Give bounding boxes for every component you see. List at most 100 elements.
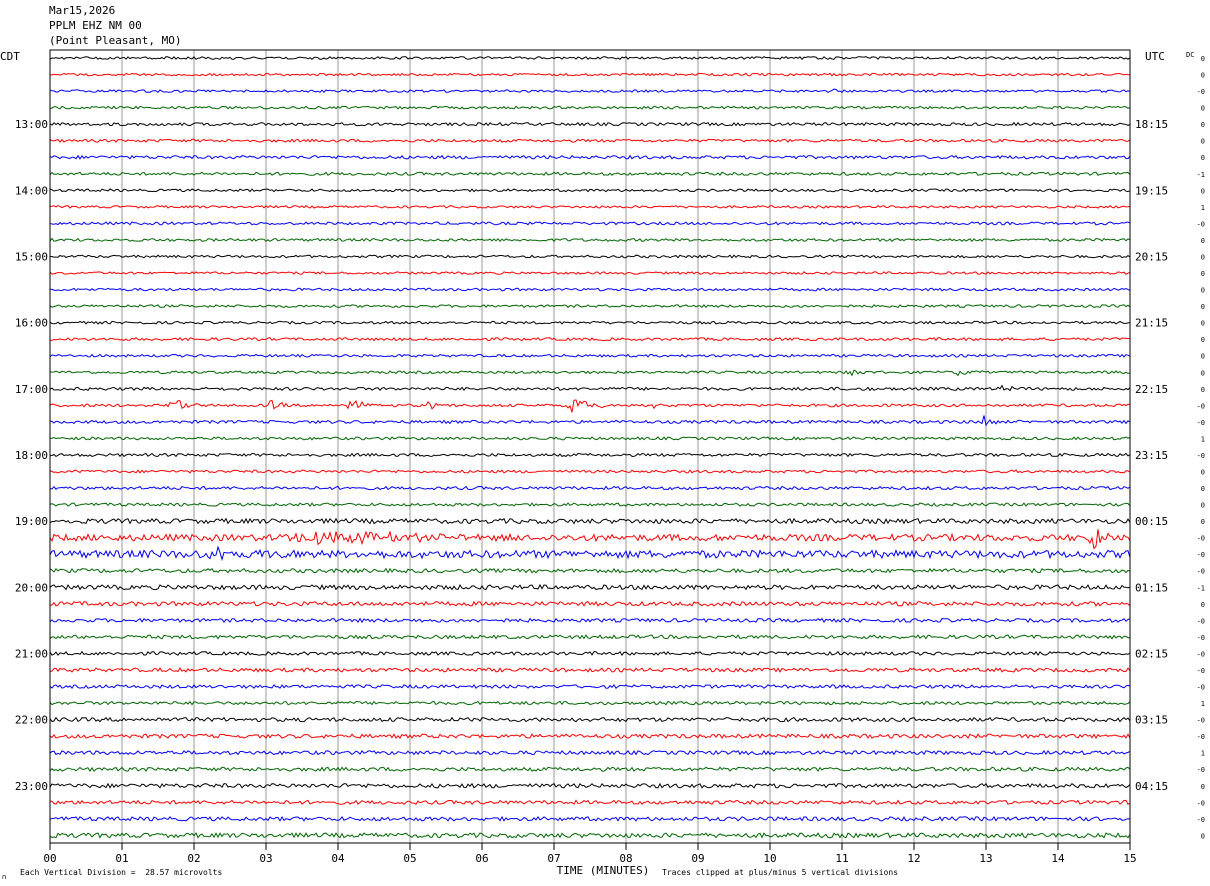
- trace-row: [49, 502, 1131, 507]
- dc-offset-label: 0: [1201, 253, 1205, 261]
- plot-frame: [49, 49, 1131, 844]
- dc-offset-label: -0: [1197, 402, 1205, 410]
- dc-offset-label: 0: [1201, 601, 1205, 609]
- trace-row: [49, 517, 1131, 525]
- dc-offset-label: -0: [1197, 617, 1205, 625]
- cdt-hour-label: 13:00: [15, 118, 48, 131]
- trace-row: [49, 287, 1131, 292]
- trace-row: [49, 545, 1131, 562]
- trace-row: [49, 567, 1131, 574]
- dc-offset-label: 0: [1201, 72, 1205, 80]
- dc-offset-label: -0: [1197, 717, 1205, 725]
- trace-row: [49, 815, 1131, 822]
- dc-offset-label: -0: [1197, 220, 1205, 228]
- x-tick-label: 07: [547, 852, 560, 865]
- dc-offset-label: -1: [1197, 171, 1205, 179]
- trace-row: [49, 634, 1131, 640]
- dc-offset-label: -0: [1197, 88, 1205, 96]
- trace-row: [49, 485, 1131, 491]
- label-group: 00 01 02 03 04 05 06 07 08 09 10 11 12 13 14 1500-00000…: [15, 55, 1205, 865]
- dc-offset-label: -0: [1197, 766, 1205, 774]
- trace-row: [49, 55, 1131, 60]
- x-tick-label: 08: [619, 852, 632, 865]
- cdt-hour-label: 18:00: [15, 449, 48, 462]
- utc-hour-label: 18:15: [1135, 118, 1168, 131]
- trace-row: [49, 171, 1131, 176]
- dc-offset-label: 1: [1201, 700, 1205, 708]
- trace-row: [49, 399, 1131, 413]
- dc-offset-label: 0: [1201, 105, 1205, 113]
- trace-row: [49, 138, 1131, 143]
- utc-hour-label: 01:15: [1135, 581, 1168, 594]
- dc-offset-label: 0: [1201, 270, 1205, 278]
- utc-hour-label: 21:15: [1135, 317, 1168, 330]
- trace-group: [49, 55, 1131, 839]
- dc-offset-label: 0: [1201, 336, 1205, 344]
- x-tick-label: 00: [43, 852, 56, 865]
- x-axis-title: TIME (MINUTES): [557, 864, 650, 877]
- trace-row: [49, 600, 1131, 607]
- trace-row: [49, 121, 1131, 127]
- x-tick-label: 04: [331, 852, 345, 865]
- utc-hour-label: 22:15: [1135, 383, 1168, 396]
- dc-offset-label: 0: [1201, 502, 1205, 510]
- trace-row: [49, 337, 1131, 342]
- dc-offset-label: 0: [1201, 485, 1205, 493]
- x-tick-label: 10: [763, 852, 776, 865]
- chart-station: PPLM EHZ NM 00: [49, 19, 142, 32]
- trace-row: [49, 254, 1131, 259]
- trace-row: [49, 271, 1131, 275]
- trace-row: [49, 650, 1131, 657]
- dc-header: DC: [1186, 51, 1194, 59]
- trace-row: [49, 617, 1131, 624]
- dc-offset-label: 0: [1201, 320, 1205, 328]
- cdt-hour-label: 17:00: [15, 383, 48, 396]
- clip-note: Traces clipped at plus/minus 5 vertical …: [662, 868, 898, 877]
- dc-offset-label: 0: [1201, 783, 1205, 791]
- trace-row: [49, 384, 1131, 392]
- trace-row: [49, 221, 1131, 226]
- trace-row: [49, 369, 1131, 377]
- dc-offset-label: 0: [1201, 369, 1205, 377]
- dc-offset-label: -0: [1197, 684, 1205, 692]
- trace-row: [49, 237, 1131, 243]
- trace-row: [49, 353, 1131, 358]
- trace-row: [49, 105, 1131, 110]
- trace-row: [49, 782, 1131, 789]
- trace-row: [49, 88, 1131, 94]
- dc-offset-label: -0: [1197, 733, 1205, 741]
- dc-offset-label: 0: [1201, 303, 1205, 311]
- x-tick-label: 12: [907, 852, 920, 865]
- x-tick-label: 14: [1051, 852, 1065, 865]
- x-tick-label: 06: [475, 852, 488, 865]
- trace-row: [49, 452, 1131, 458]
- dc-offset-label: 0: [1201, 121, 1205, 129]
- trace-row: [49, 188, 1131, 193]
- x-tick-label: 11: [835, 852, 848, 865]
- dc-offset-label: -0: [1197, 568, 1205, 576]
- trace-row: [49, 832, 1131, 839]
- scale-note: Each Vertical Division = 28.57 microvolt…: [20, 868, 222, 877]
- utc-hour-label: 20:15: [1135, 250, 1168, 263]
- dc-offset-label: 0: [1201, 237, 1205, 245]
- cdt-hour-label: 19:00: [15, 515, 48, 528]
- x-tick-label: 01: [115, 852, 128, 865]
- dc-offset-label: 0: [1201, 832, 1205, 840]
- dc-offset-label: 1: [1201, 435, 1205, 443]
- trace-row: [49, 799, 1131, 806]
- left-axis-title: CDT: [0, 50, 20, 63]
- cdt-hour-label: 15:00: [15, 250, 48, 263]
- cdt-hour-label: 22:00: [15, 714, 48, 727]
- dc-offset-label: 0: [1201, 386, 1205, 394]
- trace-row: [49, 716, 1131, 723]
- dc-offset-label: -0: [1197, 452, 1205, 460]
- dc-offset-label: 1: [1201, 204, 1205, 212]
- dc-offset-label: 0: [1201, 138, 1205, 146]
- chart-date: Mar15,2026: [49, 4, 116, 17]
- cdt-hour-label: 14:00: [15, 184, 48, 197]
- trace-row: [49, 72, 1130, 77]
- dc-offset-label: -0: [1197, 816, 1205, 824]
- dc-offset-label: 0: [1201, 518, 1205, 526]
- x-tick-label: 09: [691, 852, 704, 865]
